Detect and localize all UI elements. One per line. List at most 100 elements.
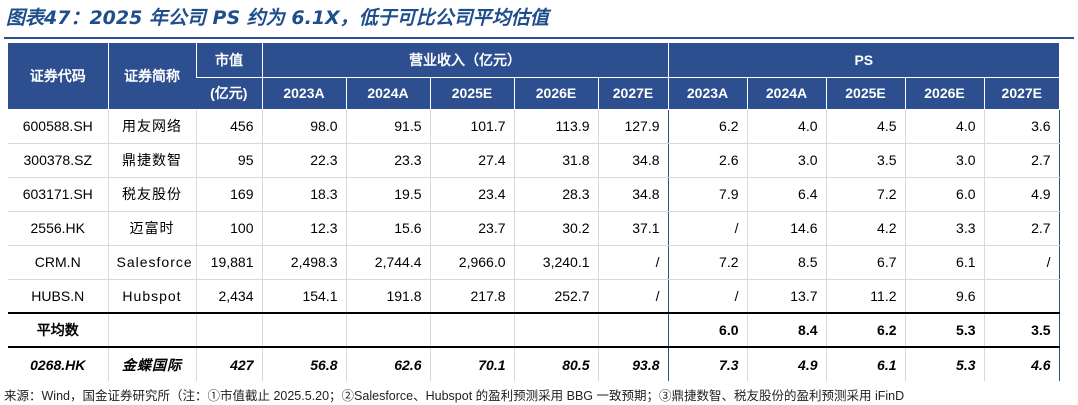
header-row-2: (亿元) 2023A 2024A 2025E 2026E 2027E 2023A…: [8, 77, 1060, 110]
ps-cell: 9.6: [904, 279, 985, 314]
table-row: CRM.N Salesforce 19,881 2,498.3 2,744.4 2,966…: [8, 245, 1060, 280]
col-name-header: 证券简称: [107, 43, 196, 110]
code-cell: 603171.SH: [8, 177, 108, 212]
revenue-cell: 70.1: [429, 346, 514, 381]
revenue-cell: 34.8: [597, 177, 669, 212]
name-cell: 鼎捷数智: [107, 143, 196, 178]
code-cell: CRM.N: [8, 245, 108, 280]
code-cell: 2556.HK: [8, 211, 108, 246]
empty-cell: [597, 312, 669, 348]
revenue-cell: 30.2: [513, 211, 598, 246]
ps-cell: 4.9: [746, 346, 827, 381]
revenue-cell: 80.5: [513, 346, 598, 381]
revenue-cell: /: [597, 245, 669, 280]
revenue-cell: 31.8: [513, 143, 598, 178]
revenue-cell: 37.1: [597, 211, 669, 246]
ps-cell: 4.6: [983, 346, 1060, 381]
ps-cell: 4.2: [825, 211, 906, 246]
ps-cell: /: [667, 279, 748, 314]
mcap-cell: 456: [195, 109, 262, 144]
revenue-cell: 28.3: [513, 177, 598, 212]
valuation-table: 证券代码 证券简称 市值 营业收入（亿元） PS (亿元) 2023A 2024…: [8, 43, 1060, 381]
ps-cell: 14.6: [746, 211, 827, 246]
code-cell: 0268.HK: [8, 346, 108, 381]
revenue-cell: 101.7: [429, 109, 514, 144]
revenue-cell: 19.5: [345, 177, 430, 212]
empty-cell: [513, 312, 598, 348]
revenue-cell: 91.5: [345, 109, 430, 144]
ps-cell: 6.4: [746, 177, 827, 212]
name-cell: 用友网络: [107, 109, 196, 144]
ps-cell: 3.0: [904, 143, 985, 178]
revenue-cell: 18.3: [261, 177, 346, 212]
ps-cell: 6.7: [825, 245, 906, 280]
ps-cell: /: [667, 211, 748, 246]
name-cell: 金蝶国际: [107, 346, 196, 381]
ps-cell: 5.3: [904, 346, 985, 381]
ps-cell: 3.0: [746, 143, 827, 178]
ps-cell: 2.6: [667, 143, 748, 178]
ps-year-header: 2027E: [983, 77, 1060, 110]
ps-cell: 3.5: [983, 312, 1060, 348]
table-row: 600588.SH 用友网络 456 98.0 91.5 101.7 113.9 127.9 6…: [8, 109, 1060, 144]
ps-cell: 6.0: [667, 312, 748, 348]
name-cell: Hubspot: [107, 279, 196, 314]
revenue-cell: 113.9: [513, 109, 598, 144]
code-cell: 300378.SZ: [8, 143, 108, 178]
name-cell: Salesforce: [107, 245, 196, 280]
ps-group-header: PS: [667, 43, 1060, 78]
ps-cell: 3.3: [904, 211, 985, 246]
ps-cell: [983, 279, 1060, 314]
revenue-cell: 154.1: [261, 279, 346, 314]
rev-year-header: 2025E: [429, 77, 514, 110]
table-row: HUBS.N Hubspot 2,434 154.1 191.8 217.8 252.7//…: [8, 279, 1060, 314]
header-row-1: 证券代码 证券简称 市值 营业收入（亿元） PS: [8, 43, 1060, 110]
col-code-header: 证券代码: [8, 43, 108, 110]
revenue-cell: 2,744.4: [345, 245, 430, 280]
ps-cell: 4.5: [825, 109, 906, 144]
table-row: 300378.SZ 鼎捷数智 95 22.3 23.3 27.4 31.8 34.8 2.6 3.…: [8, 143, 1060, 178]
ps-cell: 3.6: [983, 109, 1060, 144]
ps-cell: 6.1: [904, 245, 985, 280]
ps-cell: 8.4: [746, 312, 827, 348]
revenue-cell: 27.4: [429, 143, 514, 178]
mcap-cell: 95: [195, 143, 262, 178]
figure-title: 图表47：2025 年公司 PS 约为 6.1X，低于可比公司平均估值: [6, 7, 549, 29]
ps-year-header: 2025E: [825, 77, 906, 110]
ps-cell: 7.9: [667, 177, 748, 212]
name-cell: 税友股份: [107, 177, 196, 212]
name-cell: 迈富时: [107, 211, 196, 246]
revenue-cell: 23.7: [429, 211, 514, 246]
ps-cell: 2.7: [983, 143, 1060, 178]
source-note: 来源：Wind，国金证券研究所（注：①市值截止 2025.5.20；②Sales…: [4, 389, 905, 403]
mcap-cell: 2,434: [195, 279, 262, 314]
revenue-cell: 93.8: [597, 346, 669, 381]
ps-cell: 8.5: [746, 245, 827, 280]
ps-cell: 7.2: [825, 177, 906, 212]
revenue-cell: 191.8: [345, 279, 430, 314]
revenue-cell: 23.3: [345, 143, 430, 178]
ps-cell: 11.2: [825, 279, 906, 314]
empty-cell: [195, 312, 262, 348]
revenue-cell: 98.0: [261, 109, 346, 144]
revenue-cell: 12.3: [261, 211, 346, 246]
average-row: 平均数 6.0 8.4 6.2 5.3 3.5: [8, 312, 1060, 348]
ps-cell: 4.0: [746, 109, 827, 144]
mcap-cell: 169: [195, 177, 262, 212]
code-cell: 600588.SH: [8, 109, 108, 144]
ps-cell: 6.2: [667, 109, 748, 144]
revenue-cell: /: [597, 279, 669, 314]
empty-cell: [261, 312, 346, 348]
mcap-cell: 19,881: [195, 245, 262, 280]
ps-cell: 4.0: [904, 109, 985, 144]
revenue-cell: 2,498.3: [261, 245, 346, 280]
ps-cell: 3.5: [825, 143, 906, 178]
rev-year-header: 2026E: [513, 77, 598, 110]
revenue-cell: 62.6: [345, 346, 430, 381]
top-rule: [4, 37, 1074, 39]
rev-year-header: 2024A: [345, 77, 430, 110]
code-cell: HUBS.N: [8, 279, 108, 314]
rev-year-header: 2027E: [597, 77, 669, 110]
revenue-cell: 217.8: [429, 279, 514, 314]
ps-cell: 6.0: [904, 177, 985, 212]
